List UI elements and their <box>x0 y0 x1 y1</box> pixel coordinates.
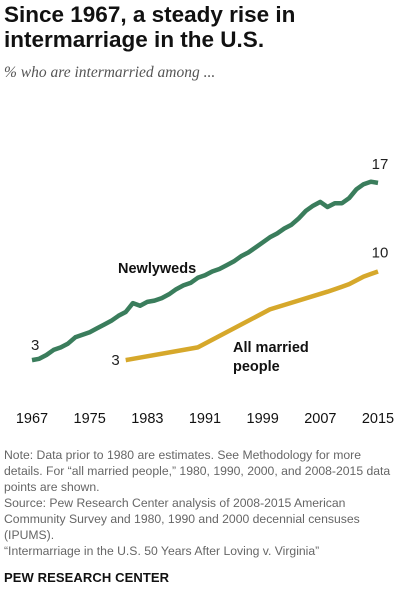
note-text: Note: Data prior to 1980 are estimates. … <box>4 448 391 494</box>
all-married-series-label: All married <box>233 340 309 356</box>
start-value-label: 3 <box>31 337 39 354</box>
x-tick-label: 2015 <box>362 411 394 427</box>
chart-subtitle: % who are intermarried among ... <box>4 64 216 81</box>
chart-title: Since 1967, a steady rise in intermarria… <box>4 2 296 52</box>
x-tick-label: 1967 <box>16 411 48 427</box>
newlyweds-line <box>31 179 379 363</box>
x-tick-label: 1983 <box>131 411 163 427</box>
x-tick-label: 1999 <box>247 411 279 427</box>
all-married-series-label-line2: people <box>233 359 280 375</box>
x-tick-label: 1991 <box>189 411 221 427</box>
end-value-label: 10 <box>372 245 389 262</box>
newlyweds-series-label: Newlyweds <box>118 261 196 277</box>
x-tick-label: 2007 <box>304 411 336 427</box>
source-text: Source: Pew Research Center analysis of … <box>4 496 360 542</box>
report-title-text: “Intermarriage in the U.S. 50 Years Afte… <box>4 544 320 558</box>
line-chart: 3 17 3 10 Newlyweds All married people 1967 197… <box>16 156 394 427</box>
end-value-label: 17 <box>372 156 389 173</box>
start-value-label: 3 <box>111 352 119 369</box>
x-tick-label: 1975 <box>74 411 106 427</box>
brand-logo-text: PEW RESEARCH CENTER <box>4 570 170 585</box>
chart-notes: Note: Data prior to 1980 are estimates. … <box>4 447 396 559</box>
